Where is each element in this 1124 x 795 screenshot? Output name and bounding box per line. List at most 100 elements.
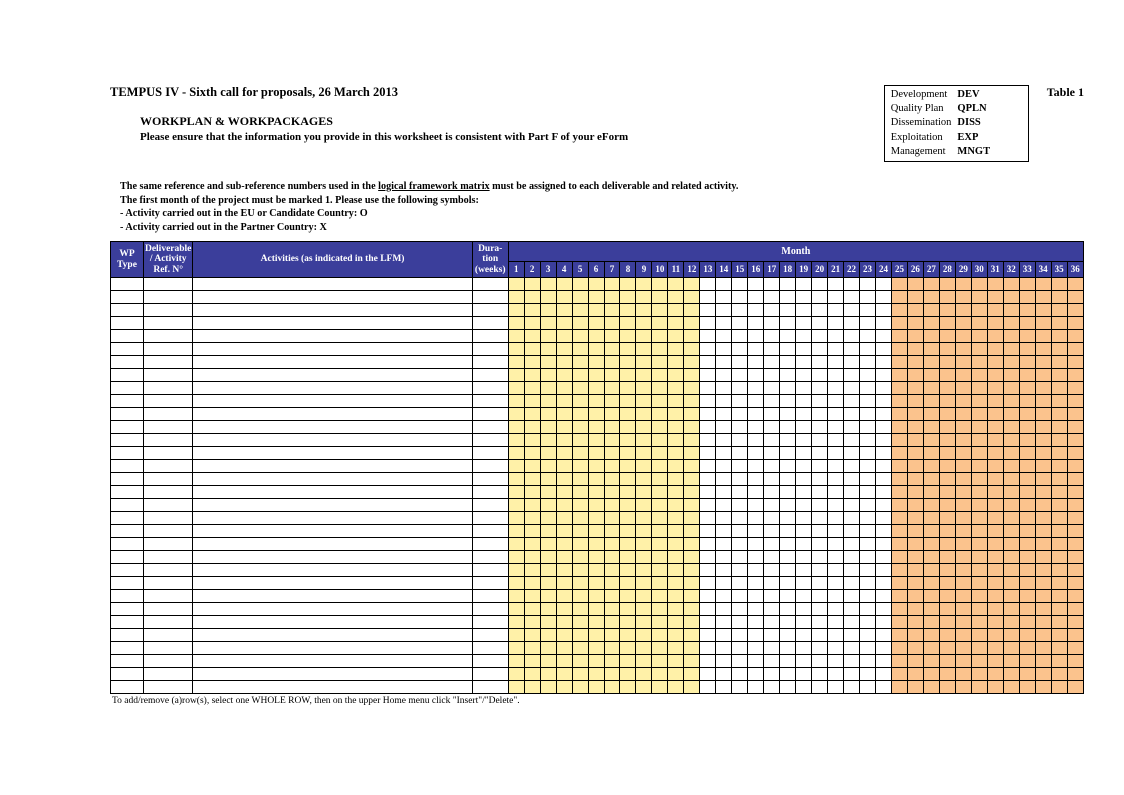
cell-month[interactable]: [524, 291, 540, 304]
cell-month[interactable]: [508, 473, 524, 486]
cell-month[interactable]: [668, 499, 684, 512]
cell-month[interactable]: [844, 499, 860, 512]
cell-month[interactable]: [1003, 395, 1019, 408]
cell-month[interactable]: [923, 343, 939, 356]
cell-month[interactable]: [891, 356, 907, 369]
cell-month[interactable]: [812, 668, 828, 681]
cell-month[interactable]: [668, 577, 684, 590]
cell-month[interactable]: [923, 681, 939, 694]
cell-month[interactable]: [1035, 408, 1051, 421]
cell-month[interactable]: [636, 473, 652, 486]
cell-month[interactable]: [1051, 525, 1067, 538]
cell-month[interactable]: [684, 616, 700, 629]
cell-month[interactable]: [1019, 499, 1035, 512]
cell-month[interactable]: [971, 603, 987, 616]
cell-month[interactable]: [1067, 317, 1083, 330]
cell-month[interactable]: [1003, 447, 1019, 460]
cell-month[interactable]: [668, 486, 684, 499]
cell-month[interactable]: [955, 369, 971, 382]
cell-month[interactable]: [652, 395, 668, 408]
cell-month[interactable]: [844, 681, 860, 694]
cell-month[interactable]: [907, 681, 923, 694]
cell-month[interactable]: [636, 343, 652, 356]
cell-month[interactable]: [812, 499, 828, 512]
cell-month[interactable]: [508, 421, 524, 434]
cell-month[interactable]: [716, 577, 732, 590]
cell-month[interactable]: [812, 395, 828, 408]
cell-month[interactable]: [1019, 681, 1035, 694]
cell-month[interactable]: [955, 629, 971, 642]
cell-month[interactable]: [1035, 603, 1051, 616]
cell-month[interactable]: [732, 616, 748, 629]
cell-month[interactable]: [764, 369, 780, 382]
cell-month[interactable]: [620, 278, 636, 291]
cell-month[interactable]: [604, 603, 620, 616]
cell-month[interactable]: [716, 564, 732, 577]
cell-month[interactable]: [604, 408, 620, 421]
cell-month[interactable]: [764, 655, 780, 668]
cell-month[interactable]: [780, 473, 796, 486]
cell-month[interactable]: [955, 564, 971, 577]
cell-month[interactable]: [1067, 434, 1083, 447]
cell-ref[interactable]: [143, 538, 192, 551]
cell-month[interactable]: [1051, 278, 1067, 291]
cell-month[interactable]: [955, 499, 971, 512]
cell-month[interactable]: [1051, 486, 1067, 499]
cell-duration[interactable]: [472, 330, 508, 343]
cell-month[interactable]: [971, 421, 987, 434]
cell-month[interactable]: [987, 616, 1003, 629]
cell-month[interactable]: [1051, 655, 1067, 668]
cell-month[interactable]: [971, 317, 987, 330]
cell-month[interactable]: [540, 369, 556, 382]
cell-month[interactable]: [684, 395, 700, 408]
cell-month[interactable]: [971, 447, 987, 460]
cell-month[interactable]: [780, 304, 796, 317]
cell-month[interactable]: [1035, 447, 1051, 460]
cell-month[interactable]: [1051, 551, 1067, 564]
cell-month[interactable]: [971, 642, 987, 655]
cell-ref[interactable]: [143, 343, 192, 356]
cell-month[interactable]: [1051, 317, 1067, 330]
cell-month[interactable]: [1035, 577, 1051, 590]
cell-month[interactable]: [1003, 681, 1019, 694]
cell-month[interactable]: [556, 304, 572, 317]
cell-month[interactable]: [524, 668, 540, 681]
cell-month[interactable]: [636, 642, 652, 655]
cell-month[interactable]: [588, 512, 604, 525]
cell-month[interactable]: [636, 382, 652, 395]
cell-month[interactable]: [652, 551, 668, 564]
cell-month[interactable]: [796, 291, 812, 304]
cell-month[interactable]: [987, 603, 1003, 616]
cell-month[interactable]: [636, 629, 652, 642]
cell-activity[interactable]: [193, 421, 472, 434]
cell-month[interactable]: [1067, 681, 1083, 694]
cell-month[interactable]: [732, 577, 748, 590]
cell-month[interactable]: [636, 421, 652, 434]
cell-activity[interactable]: [193, 291, 472, 304]
cell-month[interactable]: [668, 317, 684, 330]
cell-month[interactable]: [796, 421, 812, 434]
cell-month[interactable]: [1051, 590, 1067, 603]
cell-month[interactable]: [955, 408, 971, 421]
cell-month[interactable]: [907, 382, 923, 395]
cell-month[interactable]: [1003, 291, 1019, 304]
cell-month[interactable]: [1051, 421, 1067, 434]
cell-wp[interactable]: [111, 278, 144, 291]
cell-month[interactable]: [860, 382, 876, 395]
cell-month[interactable]: [524, 538, 540, 551]
cell-month[interactable]: [780, 590, 796, 603]
cell-month[interactable]: [668, 473, 684, 486]
cell-activity[interactable]: [193, 655, 472, 668]
cell-month[interactable]: [875, 668, 891, 681]
cell-month[interactable]: [923, 473, 939, 486]
cell-month[interactable]: [987, 304, 1003, 317]
cell-month[interactable]: [652, 525, 668, 538]
cell-month[interactable]: [828, 369, 844, 382]
cell-month[interactable]: [844, 486, 860, 499]
cell-month[interactable]: [700, 447, 716, 460]
cell-month[interactable]: [636, 291, 652, 304]
cell-month[interactable]: [524, 499, 540, 512]
cell-month[interactable]: [875, 629, 891, 642]
cell-month[interactable]: [524, 486, 540, 499]
cell-month[interactable]: [1051, 564, 1067, 577]
